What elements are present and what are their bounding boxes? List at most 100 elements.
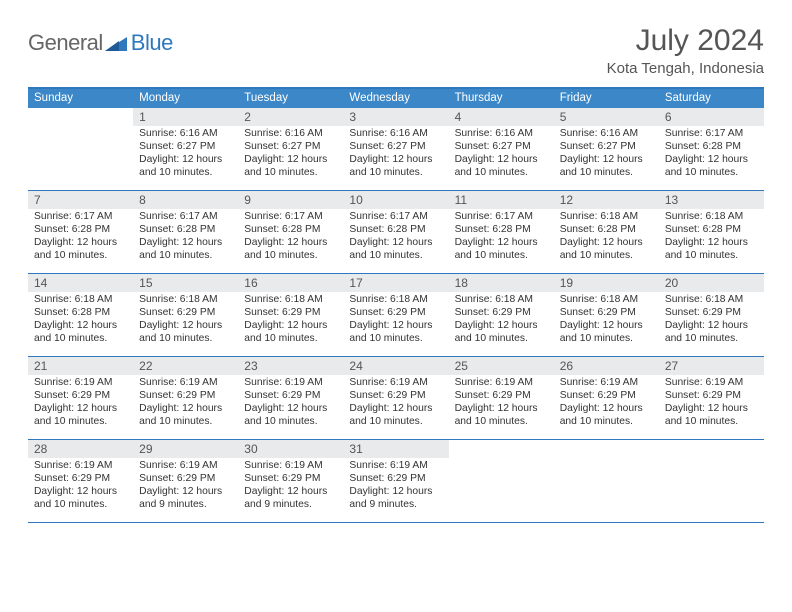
day-number: 11 bbox=[449, 191, 554, 209]
day-body: Sunrise: 6:19 AMSunset: 6:29 PMDaylight:… bbox=[343, 458, 448, 517]
day-number: 7 bbox=[28, 191, 133, 209]
daylight-text: Daylight: 12 hours and 10 minutes. bbox=[139, 237, 232, 263]
day-cell: 29Sunrise: 6:19 AMSunset: 6:29 PMDayligh… bbox=[133, 440, 238, 522]
day-number: 16 bbox=[238, 274, 343, 292]
day-body: Sunrise: 6:19 AMSunset: 6:29 PMDaylight:… bbox=[659, 375, 764, 434]
logo-text-blue: Blue bbox=[131, 30, 173, 56]
day-cell: 14Sunrise: 6:18 AMSunset: 6:28 PMDayligh… bbox=[28, 274, 133, 356]
day-body: Sunrise: 6:16 AMSunset: 6:27 PMDaylight:… bbox=[554, 126, 659, 185]
sunset-text: Sunset: 6:29 PM bbox=[34, 473, 127, 486]
week-row: 7Sunrise: 6:17 AMSunset: 6:28 PMDaylight… bbox=[28, 191, 764, 274]
sunrise-text: Sunrise: 6:17 AM bbox=[34, 211, 127, 224]
day-number: 21 bbox=[28, 357, 133, 375]
daylight-text: Daylight: 12 hours and 10 minutes. bbox=[139, 403, 232, 429]
day-number bbox=[449, 440, 554, 458]
day-cell: 28Sunrise: 6:19 AMSunset: 6:29 PMDayligh… bbox=[28, 440, 133, 522]
sunset-text: Sunset: 6:27 PM bbox=[139, 141, 232, 154]
day-number: 22 bbox=[133, 357, 238, 375]
sunrise-text: Sunrise: 6:18 AM bbox=[349, 294, 442, 307]
day-cell: 21Sunrise: 6:19 AMSunset: 6:29 PMDayligh… bbox=[28, 357, 133, 439]
day-cell: 13Sunrise: 6:18 AMSunset: 6:28 PMDayligh… bbox=[659, 191, 764, 273]
day-number bbox=[28, 108, 133, 126]
day-cell: 5Sunrise: 6:16 AMSunset: 6:27 PMDaylight… bbox=[554, 108, 659, 190]
dayname-sunday: Sunday bbox=[28, 89, 133, 108]
day-cell: 24Sunrise: 6:19 AMSunset: 6:29 PMDayligh… bbox=[343, 357, 448, 439]
day-number: 12 bbox=[554, 191, 659, 209]
daylight-text: Daylight: 12 hours and 10 minutes. bbox=[34, 320, 127, 346]
day-cell: 16Sunrise: 6:18 AMSunset: 6:29 PMDayligh… bbox=[238, 274, 343, 356]
day-cell: 8Sunrise: 6:17 AMSunset: 6:28 PMDaylight… bbox=[133, 191, 238, 273]
day-number: 9 bbox=[238, 191, 343, 209]
sunrise-text: Sunrise: 6:19 AM bbox=[455, 377, 548, 390]
day-number: 23 bbox=[238, 357, 343, 375]
sunset-text: Sunset: 6:29 PM bbox=[560, 307, 653, 320]
dayname-row: Sunday Monday Tuesday Wednesday Thursday… bbox=[28, 89, 764, 108]
sunset-text: Sunset: 6:29 PM bbox=[665, 307, 758, 320]
daylight-text: Daylight: 12 hours and 10 minutes. bbox=[244, 154, 337, 180]
day-body: Sunrise: 6:17 AMSunset: 6:28 PMDaylight:… bbox=[659, 126, 764, 185]
day-cell: 2Sunrise: 6:16 AMSunset: 6:27 PMDaylight… bbox=[238, 108, 343, 190]
day-cell: 23Sunrise: 6:19 AMSunset: 6:29 PMDayligh… bbox=[238, 357, 343, 439]
day-cell: 12Sunrise: 6:18 AMSunset: 6:28 PMDayligh… bbox=[554, 191, 659, 273]
sunset-text: Sunset: 6:29 PM bbox=[34, 390, 127, 403]
week-row: 1Sunrise: 6:16 AMSunset: 6:27 PMDaylight… bbox=[28, 108, 764, 191]
sunrise-text: Sunrise: 6:17 AM bbox=[665, 128, 758, 141]
dayname-thursday: Thursday bbox=[449, 89, 554, 108]
sunrise-text: Sunrise: 6:19 AM bbox=[34, 377, 127, 390]
day-number: 14 bbox=[28, 274, 133, 292]
day-number: 19 bbox=[554, 274, 659, 292]
day-cell bbox=[554, 440, 659, 522]
daylight-text: Daylight: 12 hours and 10 minutes. bbox=[244, 403, 337, 429]
sunrise-text: Sunrise: 6:19 AM bbox=[244, 460, 337, 473]
daylight-text: Daylight: 12 hours and 10 minutes. bbox=[665, 320, 758, 346]
day-cell: 15Sunrise: 6:18 AMSunset: 6:29 PMDayligh… bbox=[133, 274, 238, 356]
day-number: 3 bbox=[343, 108, 448, 126]
sunrise-text: Sunrise: 6:19 AM bbox=[139, 377, 232, 390]
day-number: 15 bbox=[133, 274, 238, 292]
sunset-text: Sunset: 6:29 PM bbox=[349, 390, 442, 403]
sunset-text: Sunset: 6:29 PM bbox=[665, 390, 758, 403]
sunset-text: Sunset: 6:28 PM bbox=[665, 141, 758, 154]
day-body: Sunrise: 6:19 AMSunset: 6:29 PMDaylight:… bbox=[449, 375, 554, 434]
daylight-text: Daylight: 12 hours and 10 minutes. bbox=[34, 237, 127, 263]
sunrise-text: Sunrise: 6:19 AM bbox=[349, 460, 442, 473]
sunset-text: Sunset: 6:28 PM bbox=[560, 224, 653, 237]
day-cell: 26Sunrise: 6:19 AMSunset: 6:29 PMDayligh… bbox=[554, 357, 659, 439]
day-body: Sunrise: 6:17 AMSunset: 6:28 PMDaylight:… bbox=[28, 209, 133, 268]
day-body: Sunrise: 6:19 AMSunset: 6:29 PMDaylight:… bbox=[343, 375, 448, 434]
day-body: Sunrise: 6:18 AMSunset: 6:28 PMDaylight:… bbox=[554, 209, 659, 268]
sunset-text: Sunset: 6:27 PM bbox=[560, 141, 653, 154]
day-cell bbox=[659, 440, 764, 522]
sunrise-text: Sunrise: 6:18 AM bbox=[560, 294, 653, 307]
daylight-text: Daylight: 12 hours and 10 minutes. bbox=[455, 154, 548, 180]
day-cell: 18Sunrise: 6:18 AMSunset: 6:29 PMDayligh… bbox=[449, 274, 554, 356]
sunrise-text: Sunrise: 6:18 AM bbox=[665, 211, 758, 224]
day-cell: 20Sunrise: 6:18 AMSunset: 6:29 PMDayligh… bbox=[659, 274, 764, 356]
day-number: 28 bbox=[28, 440, 133, 458]
daylight-text: Daylight: 12 hours and 10 minutes. bbox=[139, 154, 232, 180]
logo-arrow-icon bbox=[105, 37, 127, 51]
sunset-text: Sunset: 6:28 PM bbox=[34, 224, 127, 237]
day-cell: 1Sunrise: 6:16 AMSunset: 6:27 PMDaylight… bbox=[133, 108, 238, 190]
day-body: Sunrise: 6:17 AMSunset: 6:28 PMDaylight:… bbox=[343, 209, 448, 268]
day-body: Sunrise: 6:17 AMSunset: 6:28 PMDaylight:… bbox=[449, 209, 554, 268]
sunrise-text: Sunrise: 6:18 AM bbox=[34, 294, 127, 307]
sunset-text: Sunset: 6:29 PM bbox=[455, 390, 548, 403]
day-body: Sunrise: 6:16 AMSunset: 6:27 PMDaylight:… bbox=[133, 126, 238, 185]
day-body: Sunrise: 6:17 AMSunset: 6:28 PMDaylight:… bbox=[238, 209, 343, 268]
logo-text-general: General bbox=[28, 30, 103, 56]
sunset-text: Sunset: 6:29 PM bbox=[455, 307, 548, 320]
page-subtitle: Kota Tengah, Indonesia bbox=[607, 60, 764, 77]
sunset-text: Sunset: 6:27 PM bbox=[349, 141, 442, 154]
daylight-text: Daylight: 12 hours and 10 minutes. bbox=[455, 403, 548, 429]
day-body: Sunrise: 6:19 AMSunset: 6:29 PMDaylight:… bbox=[28, 375, 133, 434]
day-number: 13 bbox=[659, 191, 764, 209]
daylight-text: Daylight: 12 hours and 10 minutes. bbox=[349, 320, 442, 346]
sunrise-text: Sunrise: 6:18 AM bbox=[139, 294, 232, 307]
day-number: 26 bbox=[554, 357, 659, 375]
day-number: 17 bbox=[343, 274, 448, 292]
sunrise-text: Sunrise: 6:18 AM bbox=[455, 294, 548, 307]
title-block: July 2024 Kota Tengah, Indonesia bbox=[607, 24, 764, 77]
day-cell: 11Sunrise: 6:17 AMSunset: 6:28 PMDayligh… bbox=[449, 191, 554, 273]
brand-logo: General Blue bbox=[28, 24, 173, 56]
